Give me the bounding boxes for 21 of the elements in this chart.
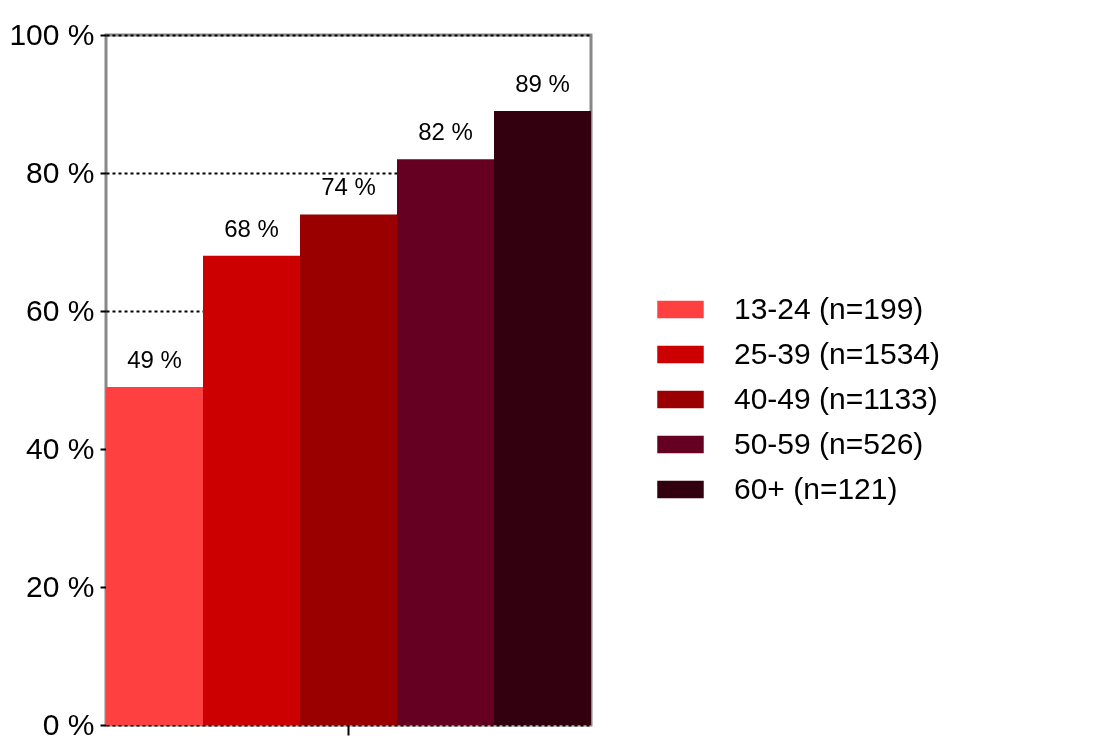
y-tick-label: 60 % <box>26 293 95 327</box>
bar <box>106 386 203 725</box>
y-tick-label: 40 % <box>26 431 95 465</box>
data-label: 82 % <box>418 118 473 146</box>
bar <box>397 159 494 725</box>
bar <box>494 110 591 725</box>
legend-label: 25-39 (n=1534) <box>734 336 940 370</box>
bar <box>203 255 300 725</box>
legend-label: 60+ (n=121) <box>734 471 898 505</box>
legend-label: 13-24 (n=199) <box>734 291 924 325</box>
bar <box>300 214 397 725</box>
legend-label: 40-49 (n=1133) <box>734 381 938 415</box>
y-tick-label: 0 % <box>42 707 95 741</box>
legend-label: 50-59 (n=526) <box>734 426 924 460</box>
data-label: 68 % <box>224 214 279 242</box>
y-tick-label: 80 % <box>26 155 95 189</box>
data-label: 89 % <box>515 69 570 97</box>
y-tick-label: 20 % <box>26 569 95 603</box>
data-label: 49 % <box>127 345 182 373</box>
data-label: 74 % <box>321 173 376 201</box>
y-tick-label: 100 % <box>9 17 95 51</box>
